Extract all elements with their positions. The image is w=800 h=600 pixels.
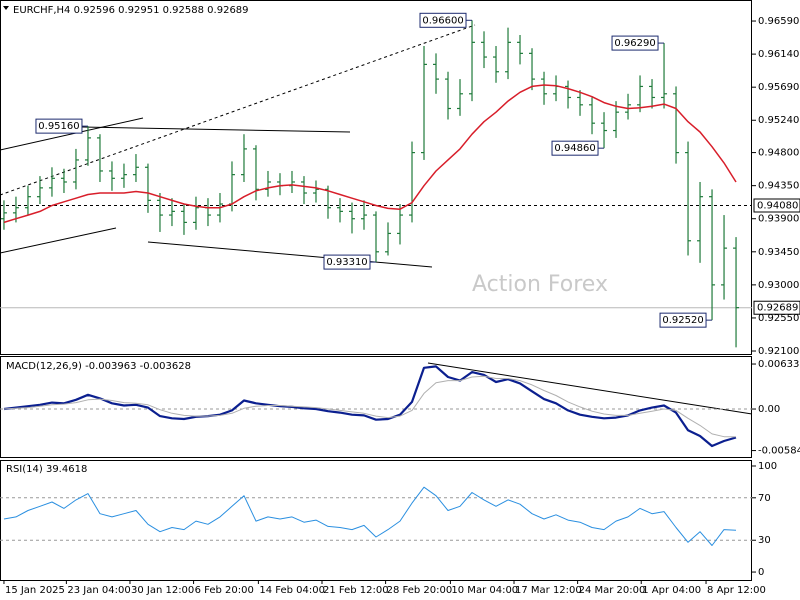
annotation-label: 0.92520: [662, 315, 703, 326]
dashed-trendline: [0, 24, 476, 196]
x-tick-label: 21 Feb 12:00: [323, 585, 389, 596]
x-tick-label: 23 Jan 04:00: [67, 585, 130, 596]
y-tick-label: 30: [758, 535, 771, 546]
annotation-label: 0.96600: [422, 15, 463, 26]
macd-panel-frame: [0, 356, 752, 458]
level-label-box: [753, 198, 800, 213]
x-tick-label: 1 Apr 04:00: [642, 585, 701, 596]
channel-bottom: [0, 227, 117, 254]
annotation-box: [323, 254, 371, 270]
x-tick-label: 10 Mar 04:00: [451, 585, 518, 596]
y-tick-label: 0.006332: [758, 359, 800, 370]
series-line: [3, 486, 737, 546]
menu-icon: [3, 6, 9, 10]
y-tick-label: 0.93000: [758, 280, 799, 291]
y-tick-label: 100: [758, 461, 777, 472]
level-label-box: [753, 300, 800, 315]
y-tick-label: 0.95240: [758, 115, 799, 126]
y-tick-label: 0.95690: [758, 82, 799, 93]
y-tick-label: 0.96140: [758, 49, 799, 60]
macd-trendline: [427, 362, 753, 415]
channel-top: [0, 117, 144, 151]
x-tick-label: 17 Mar 12:00: [515, 585, 582, 596]
annotation-box: [35, 118, 83, 134]
trendline: [147, 241, 433, 268]
y-tick-label: 70: [758, 493, 771, 504]
trendlines: [0, 24, 753, 415]
y-tick-label: 0.96590: [758, 16, 799, 27]
watermark: Action Forex: [472, 272, 608, 297]
annotation-box: [659, 312, 707, 328]
series-line: [3, 365, 737, 448]
annotation-label: 0.95160: [38, 121, 79, 132]
x-tick-label: 30 Jan 12:00: [131, 585, 194, 596]
level-label: 0.92689: [757, 303, 798, 314]
annotation-box: [419, 12, 467, 28]
x-tick-label: 24 Mar 20:00: [579, 585, 646, 596]
y-tick-label: 0.00: [758, 404, 780, 415]
y-tick-label: 0.94800: [758, 148, 799, 159]
y-tick-label: 0.93450: [758, 247, 799, 258]
y-tick-label: -0.005845: [758, 446, 800, 457]
price-bars: [0, 20, 740, 348]
rsi-panel-frame: [0, 460, 752, 581]
x-tick-label: 15 Jan 2025: [5, 585, 65, 596]
y-tick-label: 0.92100: [758, 346, 799, 357]
annotation-label: 0.93310: [326, 257, 367, 268]
x-tick-label: 6 Feb 20:00: [195, 585, 254, 596]
series-line: [3, 375, 736, 438]
x-tick-label: 14 Feb 04:00: [259, 585, 325, 596]
series-line: [3, 84, 737, 224]
panel-frames: [0, 0, 752, 581]
x-tick-label: 8 Apr 12:00: [707, 585, 766, 596]
x-tick-label: 28 Feb 20:00: [387, 585, 453, 596]
y-tick-label: 0: [758, 567, 764, 578]
annotation-label: 0.96290: [614, 38, 655, 49]
price-panel-frame: [0, 0, 752, 355]
y-tick-label: 0.94350: [758, 181, 799, 192]
trendline: [81, 126, 351, 133]
macd-title: MACD(12,26,9) -0.003963 -0.003628: [6, 361, 191, 372]
annotation-box: [551, 140, 599, 156]
level-label: 0.94080: [757, 201, 798, 212]
annotation-box: [611, 35, 659, 51]
y-tick-label: 0.92550: [758, 313, 799, 324]
rsi-title: RSI(14) 39.4618: [6, 464, 87, 475]
chart-title: EURCHF,H4 0.92596 0.92951 0.92588 0.9268…: [13, 5, 249, 16]
annotation-label: 0.94860: [554, 143, 595, 154]
y-tick-label: 0.93900: [758, 214, 799, 225]
